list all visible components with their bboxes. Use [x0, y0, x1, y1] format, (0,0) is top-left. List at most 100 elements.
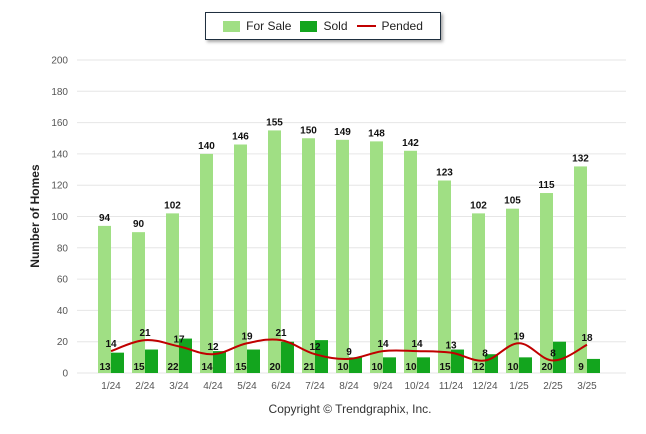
pended-value-label: 8: [550, 348, 556, 359]
x-tick-label: 4/24: [203, 381, 223, 392]
for-sale-bars: [98, 130, 587, 373]
sold-swatch: [300, 20, 318, 32]
pended-value-label: 14: [411, 339, 423, 350]
y-tick-label: 120: [51, 181, 68, 192]
pended-line: [110, 338, 588, 362]
sold-value-label: 13: [99, 362, 111, 373]
pended-value-label: 19: [513, 331, 525, 342]
sold-value-label: 10: [405, 362, 417, 373]
y-tick-label: 0: [62, 369, 68, 380]
pended-value-label: 18: [581, 333, 593, 344]
for-sale-bar: [370, 141, 383, 373]
legend: For Sale Sold Pended: [205, 12, 441, 40]
legend-label-for-sale: For Sale: [246, 19, 292, 33]
for-sale-bar: [302, 138, 315, 373]
for-sale-value-label: 105: [504, 196, 521, 207]
sold-value-label: 12: [473, 362, 485, 373]
for-sale-value-label: 115: [538, 180, 555, 191]
y-tick-label: 180: [51, 87, 68, 98]
sold-value-label: 15: [439, 362, 451, 373]
sold-value-label: 20: [269, 362, 281, 373]
sold-bars: [111, 338, 600, 373]
x-tick-label: 12/24: [472, 381, 497, 392]
legend-label-sold: Sold: [323, 19, 348, 33]
for-sale-value-label: 142: [402, 138, 419, 149]
pended-line-path: [110, 338, 588, 362]
sold-value-label: 10: [371, 362, 383, 373]
x-tick-label: 2/25: [543, 381, 563, 392]
sold-value-label: 20: [541, 362, 553, 373]
sold-bar: [417, 357, 430, 373]
for-sale-value-label: 146: [232, 132, 249, 143]
for-sale-bar: [200, 153, 213, 373]
for-sale-bar: [438, 180, 451, 373]
for-sale-bar: [336, 139, 349, 373]
for-sale-bar: [472, 213, 485, 373]
sold-value-label: 14: [201, 362, 213, 373]
for-sale-value-label: 155: [266, 117, 283, 128]
sold-value-label: 15: [235, 362, 247, 373]
for-sale-value-label: 102: [164, 200, 181, 211]
y-axis-ticks: 0 20 40 60 80 100 120 140 160 180 200: [51, 56, 68, 380]
for-sale-value-label: 102: [470, 200, 487, 211]
y-tick-label: 20: [57, 337, 69, 348]
sold-value-label: 15: [133, 362, 145, 373]
for-sale-bar: [234, 144, 247, 373]
pended-value-label: 17: [173, 334, 185, 345]
copyright: Copyright © Trendgraphix, Inc.: [268, 402, 432, 416]
y-axis-label: Number of Homes: [28, 164, 42, 268]
x-axis-ticks: 1/24 2/24 3/24 4/24 5/24 6/24 7/24 8/24 9/24 10/2…: [101, 381, 597, 392]
for-sale-bar: [506, 208, 519, 373]
sold-bar: [519, 357, 532, 373]
pended-value-label: 19: [241, 331, 253, 342]
y-tick-label: 160: [51, 118, 68, 129]
sold-bar: [553, 341, 566, 373]
for-sale-value-label: 94: [99, 213, 111, 224]
pended-value-label: 13: [445, 341, 457, 352]
x-tick-label: 5/24: [237, 381, 257, 392]
sold-value-label: 22: [167, 362, 179, 373]
sold-bar: [247, 349, 260, 373]
x-tick-label: 1/25: [509, 381, 529, 392]
for-sale-bar: [166, 213, 179, 373]
for-sale-bar: [98, 225, 111, 373]
for-sale-bar: [540, 193, 553, 373]
y-tick-label: 200: [51, 56, 68, 67]
sold-bar: [349, 357, 362, 373]
sold-bar: [383, 357, 396, 373]
y-tick-label: 60: [57, 275, 69, 286]
pended-value-label: 14: [105, 339, 117, 350]
pended-value-label: 12: [207, 342, 219, 353]
legend-item-for-sale[interactable]: For Sale: [223, 19, 291, 33]
x-tick-label: 2/24: [135, 381, 155, 392]
legend-label-pended: Pended: [381, 19, 423, 33]
for-sale-value-label: 140: [198, 141, 215, 152]
sold-bar: [111, 352, 124, 373]
x-tick-label: 6/24: [271, 381, 291, 392]
sold-value-label: 10: [337, 362, 349, 373]
legend-item-pended[interactable]: Pended: [356, 19, 423, 33]
x-tick-label: 3/25: [577, 381, 597, 392]
sold-bar: [281, 341, 294, 373]
for-sale-value-label: 123: [436, 168, 453, 179]
y-tick-label: 100: [51, 212, 68, 223]
for-sale-bar: [268, 130, 281, 373]
x-tick-label: 10/24: [404, 381, 429, 392]
pended-value-label: 21: [275, 328, 287, 339]
y-tick-label: 40: [57, 306, 69, 317]
sold-bar: [587, 358, 600, 373]
for-sale-value-label: 150: [300, 125, 317, 136]
pended-value-label: 9: [346, 347, 352, 358]
pended-value-label: 8: [482, 348, 488, 359]
sold-value-label: 21: [303, 362, 315, 373]
sold-bar: [213, 351, 226, 373]
x-tick-label: 8/24: [339, 381, 359, 392]
legend-item-sold[interactable]: Sold: [300, 19, 348, 33]
for-sale-bar: [132, 232, 145, 373]
for-sale-value-label: 148: [368, 128, 385, 139]
y-tick-label: 140: [51, 149, 68, 160]
x-tick-label: 7/24: [305, 381, 325, 392]
for-sale-value-label: 149: [334, 127, 351, 138]
